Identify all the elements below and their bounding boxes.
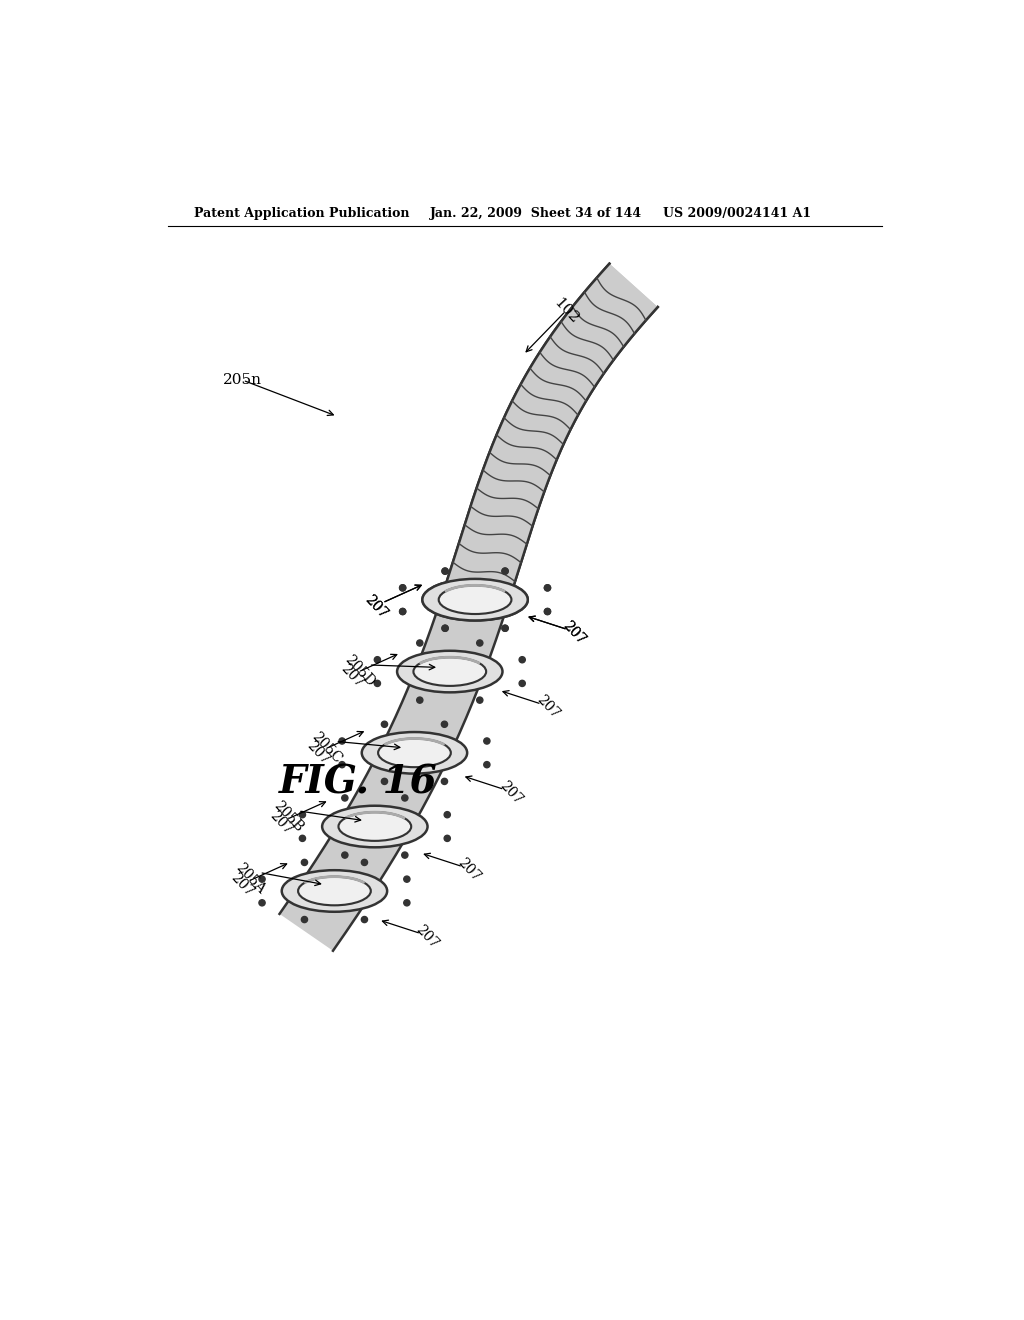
Ellipse shape [438,585,511,614]
Text: 102: 102 [551,296,581,326]
Text: 205C: 205C [308,729,344,766]
Text: 205B: 205B [271,799,306,836]
Text: US 2009/0024141 A1: US 2009/0024141 A1 [663,207,811,220]
Text: 207: 207 [560,618,588,647]
Text: 205D: 205D [342,652,377,689]
Polygon shape [444,264,657,610]
Circle shape [399,609,406,615]
Circle shape [361,859,368,866]
Ellipse shape [282,870,387,912]
Circle shape [375,680,381,686]
Circle shape [401,851,408,858]
Ellipse shape [339,812,412,841]
Text: 205A: 205A [232,861,267,896]
Ellipse shape [378,738,451,767]
Circle shape [502,568,508,574]
Circle shape [301,916,307,923]
Text: Patent Application Publication: Patent Application Publication [194,207,410,220]
Circle shape [483,738,489,744]
Ellipse shape [323,805,428,847]
Circle shape [399,585,406,591]
Ellipse shape [298,876,371,906]
Ellipse shape [397,651,503,693]
Ellipse shape [422,579,527,620]
Text: 207: 207 [361,593,390,622]
Text: 205n: 205n [223,374,262,387]
Text: 207: 207 [338,661,366,690]
Polygon shape [280,264,657,950]
Circle shape [444,812,451,818]
Text: 207: 207 [361,593,390,622]
Text: 207: 207 [227,871,256,900]
Circle shape [403,876,410,882]
Ellipse shape [422,579,527,620]
Text: 207: 207 [497,779,525,807]
Circle shape [442,626,449,631]
Circle shape [403,900,410,906]
Circle shape [417,697,423,704]
Circle shape [301,859,307,866]
Circle shape [545,609,551,615]
Circle shape [342,851,348,858]
Circle shape [399,585,406,591]
Text: 207: 207 [560,618,588,647]
Circle shape [545,609,551,615]
Circle shape [502,626,508,631]
Circle shape [259,876,265,882]
Circle shape [442,626,449,631]
Circle shape [502,568,508,574]
Circle shape [441,721,447,727]
Circle shape [375,656,381,663]
Circle shape [441,779,447,784]
Circle shape [339,762,345,768]
Circle shape [483,762,489,768]
Circle shape [342,795,348,801]
Circle shape [339,738,345,744]
Circle shape [502,626,508,631]
Ellipse shape [361,733,467,774]
Text: 207: 207 [266,809,295,838]
Circle shape [442,568,449,574]
Ellipse shape [414,657,486,686]
Circle shape [545,585,551,591]
Circle shape [442,568,449,574]
Text: 207: 207 [304,739,333,767]
Circle shape [417,640,423,645]
Circle shape [259,900,265,906]
Circle shape [381,721,387,727]
Circle shape [477,697,483,704]
Circle shape [477,640,483,645]
Circle shape [299,812,305,818]
Ellipse shape [438,585,511,614]
Text: 207: 207 [455,855,483,884]
Text: 207: 207 [413,923,441,952]
Circle shape [299,836,305,841]
Circle shape [401,795,408,801]
Circle shape [399,609,406,615]
Circle shape [444,836,451,841]
Circle shape [361,916,368,923]
Circle shape [381,779,387,784]
Text: Jan. 22, 2009  Sheet 34 of 144: Jan. 22, 2009 Sheet 34 of 144 [430,207,642,220]
Circle shape [519,656,525,663]
Circle shape [545,585,551,591]
Text: FIG. 16: FIG. 16 [280,764,437,801]
Circle shape [519,680,525,686]
Text: 207: 207 [534,693,562,722]
